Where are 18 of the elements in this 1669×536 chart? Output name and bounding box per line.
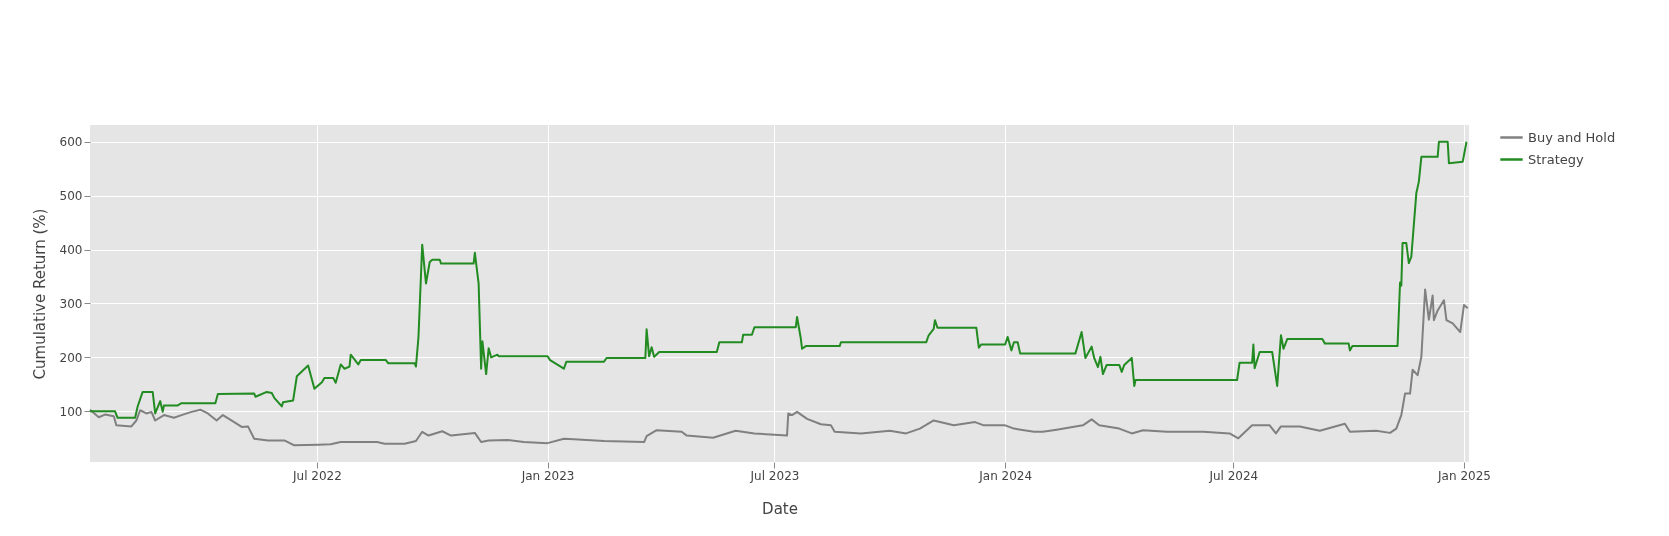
x-axis-title: Date <box>762 499 798 518</box>
legend-label: Strategy <box>1528 151 1585 167</box>
y-tick-label: 300 <box>59 296 83 311</box>
x-tick-label: Jan 2023 <box>520 468 575 483</box>
y-axis-title: Cumulative Return (%) <box>30 208 49 380</box>
y-tick-label: 100 <box>59 404 83 419</box>
x-tick-label: Jul 2024 <box>1208 468 1259 483</box>
line-series <box>89 140 1468 419</box>
y-tick-label: 200 <box>59 350 83 365</box>
y-tick-label: 500 <box>59 189 83 204</box>
x-tick-label: Jan 2025 <box>1437 468 1491 483</box>
y-tick-label: 600 <box>59 135 83 150</box>
legend-label: Buy and Hold <box>1528 129 1616 145</box>
y-tick-label: 400 <box>59 243 83 258</box>
line-series <box>89 288 1469 447</box>
x-tick-label: Jul 2022 <box>291 468 342 483</box>
x-tick-label: Jul 2023 <box>749 468 800 483</box>
x-tick-label: Jan 2024 <box>978 468 1033 483</box>
